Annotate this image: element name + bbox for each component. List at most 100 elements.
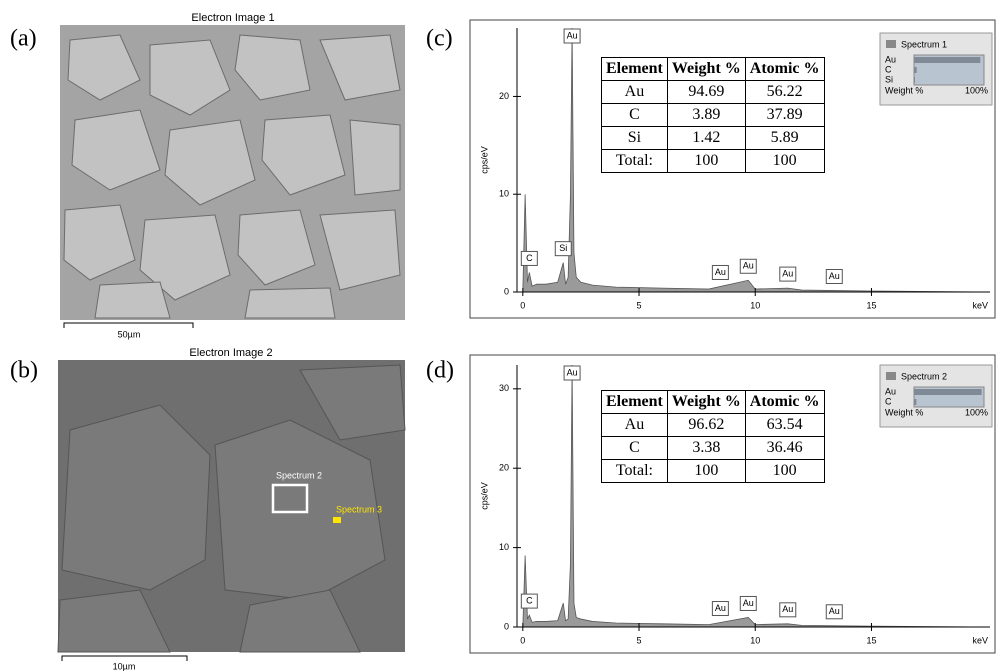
inset-element: Au [885, 386, 896, 396]
y-tick-label: 0 [504, 621, 509, 631]
inset-bar [914, 399, 916, 405]
peak-label: Au [829, 606, 840, 616]
y-axis-label: cps/eV [479, 482, 489, 510]
inset-axis-label: Weight % [885, 85, 923, 95]
inset-bar [914, 77, 915, 83]
peak-label: Au [715, 603, 726, 613]
inset-element: Au [885, 54, 896, 64]
inset-title: Spectrum 1 [901, 39, 947, 49]
x-tick-label: 15 [866, 300, 876, 310]
table-cell: 100 [745, 460, 824, 483]
figure-canvas: Spectrum 2 Spectrum 3 (a) (b) Electron I… [0, 0, 996, 671]
peak-label: Si [559, 243, 567, 253]
region-label: Spectrum 2 [276, 470, 322, 480]
inset-icon [886, 40, 896, 48]
peak-label: Au [829, 271, 840, 281]
peak-label: Au [782, 604, 793, 614]
table-cell: 100 [667, 460, 745, 483]
panel-label: (a) [10, 26, 37, 52]
peak-label: Au [743, 261, 754, 271]
panel-label: (b) [10, 358, 38, 384]
inset-axis-label: Weight % [885, 407, 923, 417]
table-cell: Si [602, 127, 668, 150]
table-header-row: ElementWeight %Atomic % [602, 391, 825, 414]
x-axis-label: keV [972, 300, 988, 310]
inset-title: Spectrum 2 [901, 371, 947, 381]
peak-label: Au [567, 367, 578, 377]
figure: Spectrum 2 Spectrum 3 (a) (b) Electron I… [0, 0, 996, 671]
table-cell: 3.89 [667, 104, 745, 127]
inset-icon [886, 372, 896, 380]
table-cell: Au [602, 81, 668, 104]
x-tick-label: 0 [520, 635, 525, 645]
y-tick-label: 30 [499, 383, 509, 393]
inset-element: Si [885, 74, 893, 84]
inset-element: C [885, 396, 892, 406]
table-header: Element [602, 58, 668, 81]
panel-label: (d) [426, 358, 454, 384]
inset-bar [914, 67, 917, 73]
y-tick-label: 20 [499, 91, 509, 101]
table-cell: 1.42 [667, 127, 745, 150]
y-tick-label: 20 [499, 463, 509, 473]
x-tick-label: 15 [866, 635, 876, 645]
table-header: Weight % [667, 391, 745, 414]
peak-label: C [526, 595, 533, 605]
x-axis-label: keV [972, 635, 988, 645]
x-tick-label: 5 [637, 300, 642, 310]
x-tick-label: 5 [637, 635, 642, 645]
peak-label: C [526, 253, 533, 263]
peak-label: Au [715, 267, 726, 277]
table-cell: Au [602, 414, 668, 437]
table-cell: 100 [745, 150, 824, 173]
y-tick-label: 10 [499, 542, 509, 552]
y-axis-label: cps/eV [479, 146, 489, 174]
spectrum-region [333, 517, 341, 523]
inset-bar [914, 57, 980, 63]
table-cell: 5.89 [745, 127, 824, 150]
table-cell: 3.38 [667, 437, 745, 460]
x-tick-label: 10 [750, 300, 760, 310]
inset-bar [914, 389, 982, 395]
inset-axis-max: 100% [965, 85, 988, 95]
table-row: Total:100100 [602, 460, 825, 483]
x-tick-label: 10 [750, 635, 760, 645]
x-tick-label: 0 [520, 300, 525, 310]
y-tick-label: 10 [499, 189, 509, 199]
image-title: Electron Image 2 [189, 347, 272, 359]
inset-axis-max: 100% [965, 407, 988, 417]
table-cell: Total: [602, 150, 668, 173]
table-cell: C [602, 104, 668, 127]
table-cell: Total: [602, 460, 668, 483]
table-row: C3.8937.89 [602, 104, 825, 127]
scale-bar-label: 10µm [113, 661, 136, 671]
table-cell: 94.69 [667, 81, 745, 104]
scale-bar [62, 656, 187, 661]
table-cell: 56.22 [745, 81, 824, 104]
table-header: Atomic % [745, 391, 824, 414]
table-cell: 36.46 [745, 437, 824, 460]
table-header: Atomic % [745, 58, 824, 81]
image-title: Electron Image 1 [191, 12, 274, 24]
table-header: Element [602, 391, 668, 414]
peak-label: Au [567, 30, 578, 40]
table-header: Weight % [667, 58, 745, 81]
peak-label: Au [743, 598, 754, 608]
table-cell: C [602, 437, 668, 460]
scale-bar [64, 323, 193, 328]
peak-label: Au [782, 268, 793, 278]
table-cell: 100 [667, 150, 745, 173]
y-tick-label: 0 [504, 286, 509, 296]
table-cell: 37.89 [745, 104, 824, 127]
inset-element: C [885, 64, 892, 74]
scale-bar-label: 50µm [118, 329, 141, 339]
table-cell: 96.62 [667, 414, 745, 437]
